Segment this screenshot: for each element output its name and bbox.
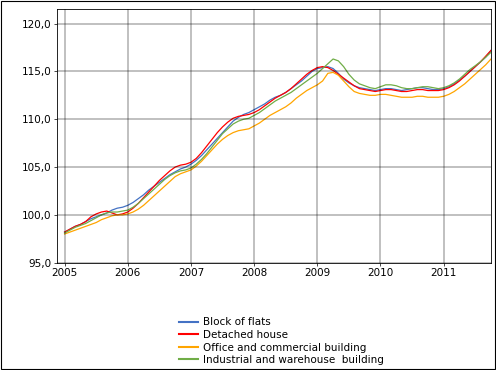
Legend: Block of flats, Detached house, Office and commercial building, Industrial and w: Block of flats, Detached house, Office a… [180,317,384,365]
